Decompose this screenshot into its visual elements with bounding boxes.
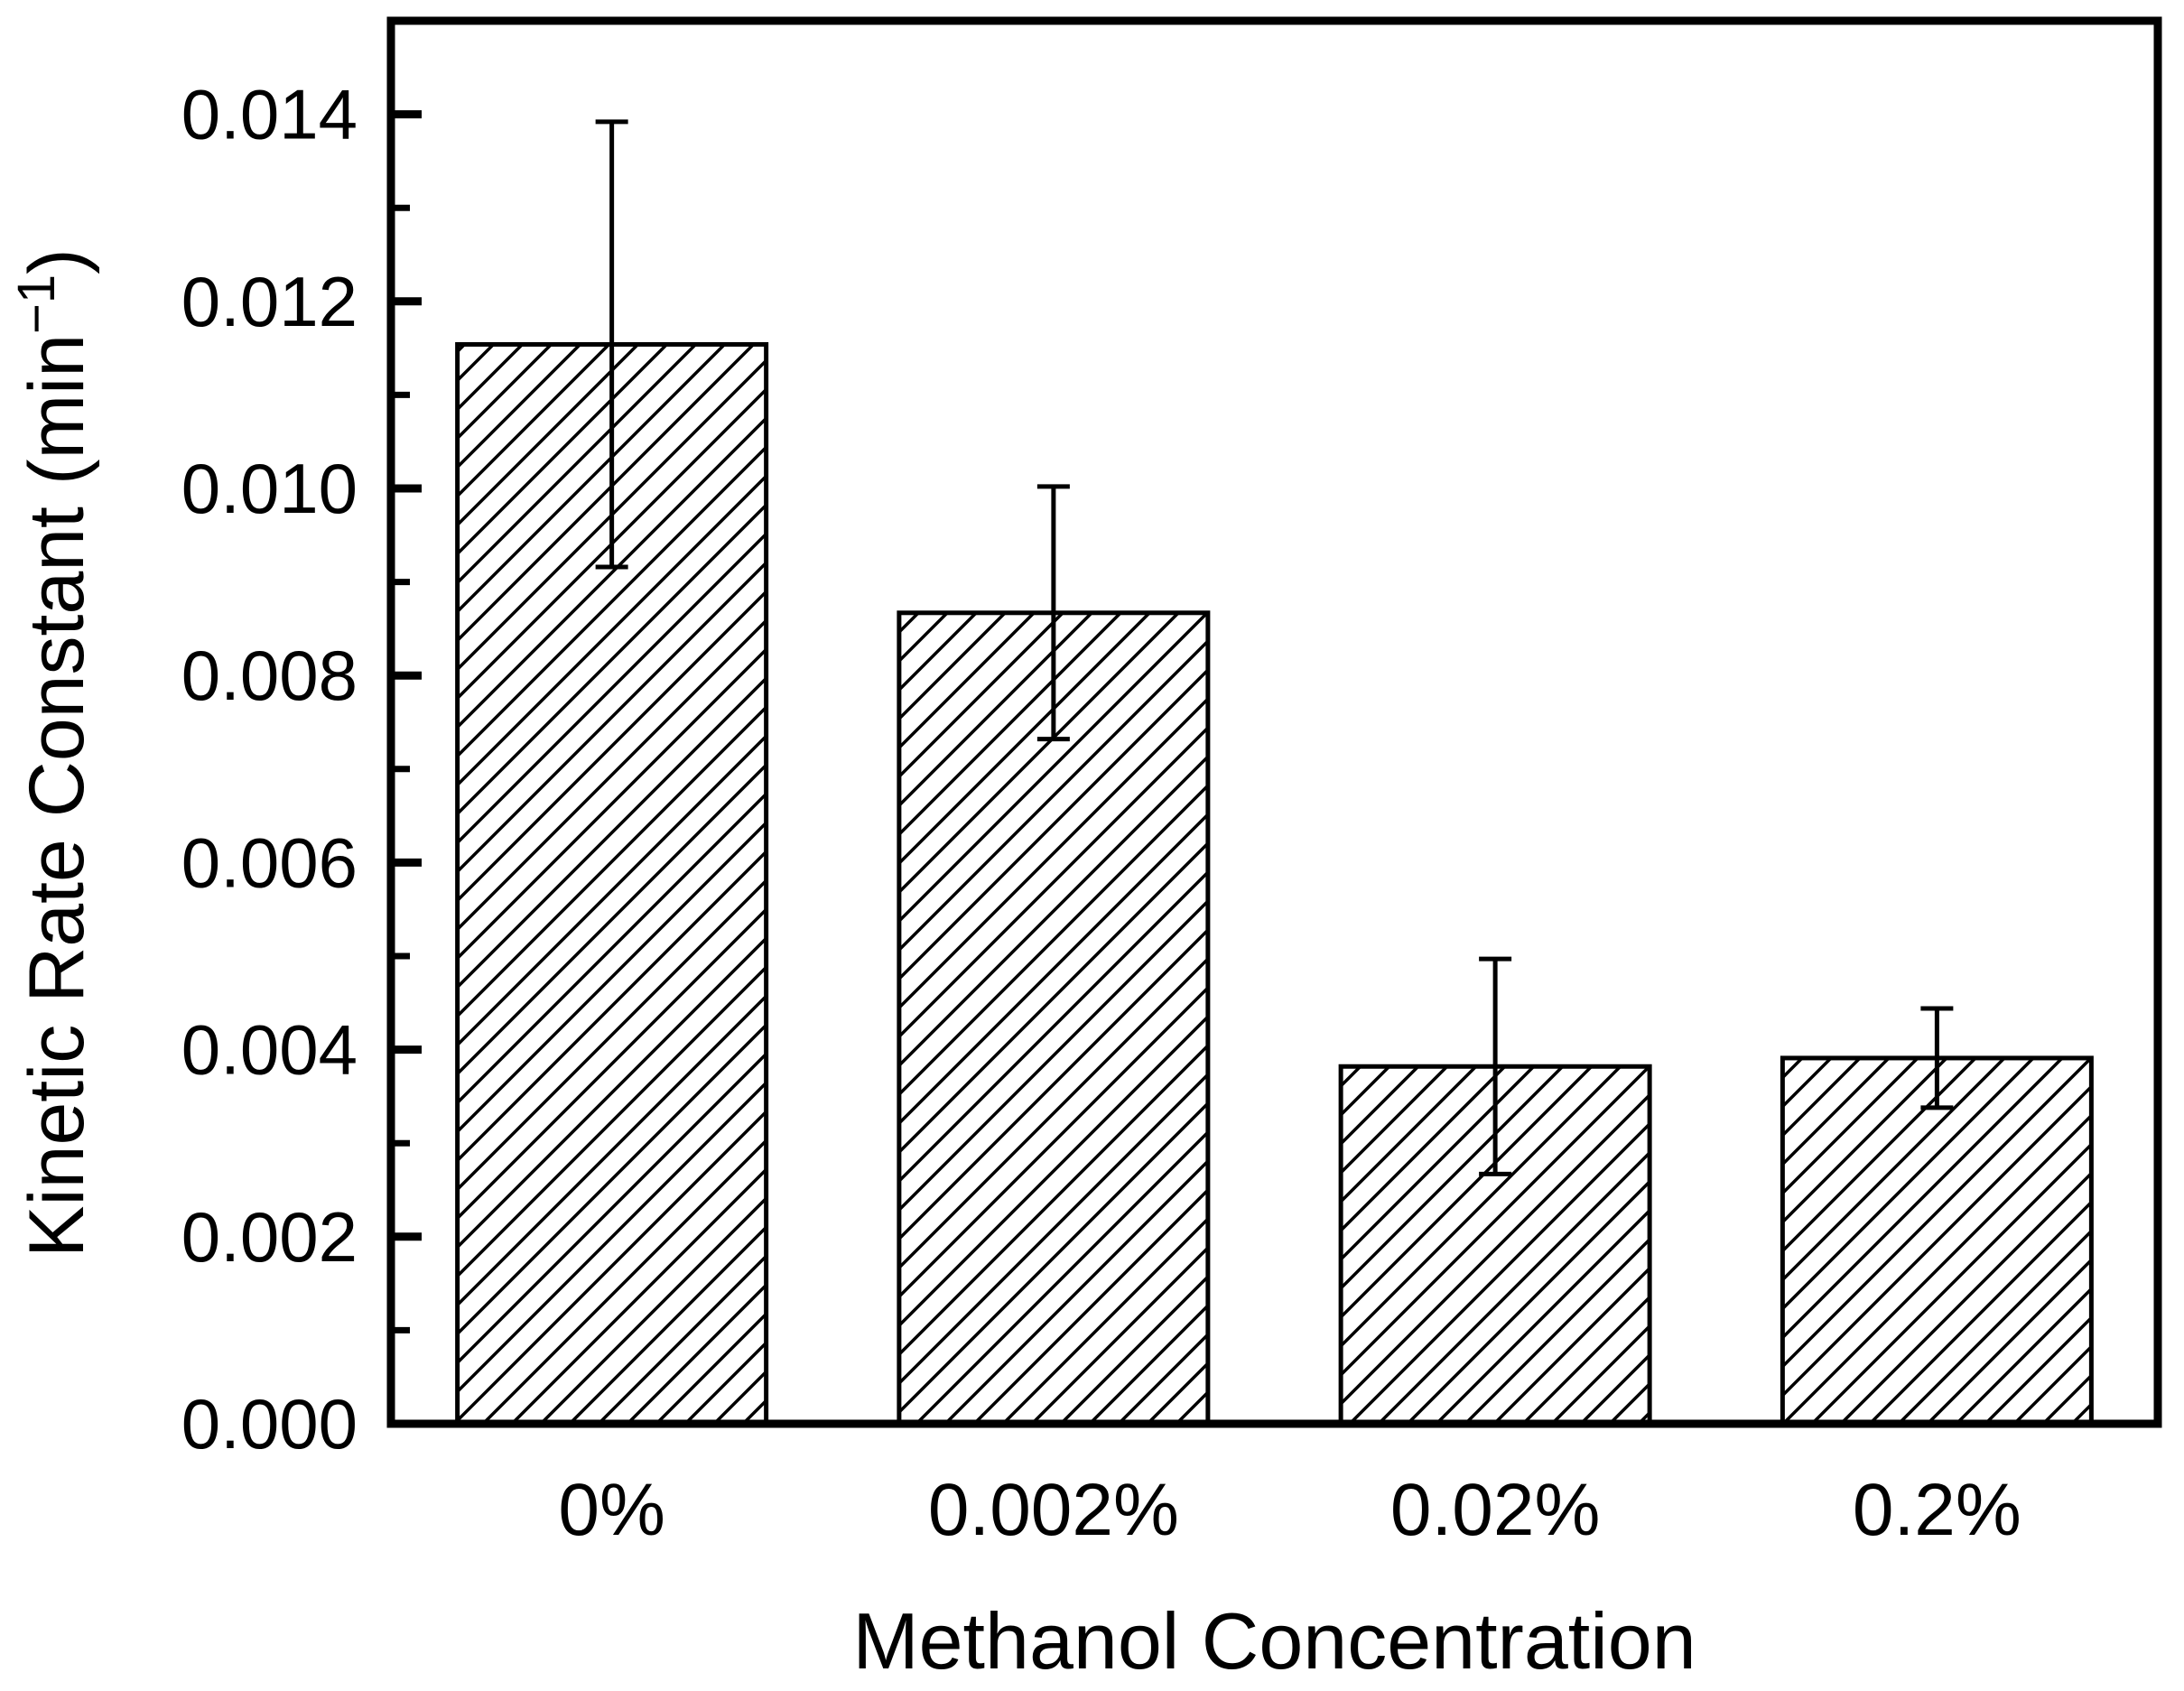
x-axis-title: Methanol Concentration bbox=[852, 1596, 1696, 1686]
x-tick-label: 0.2% bbox=[1853, 1469, 2021, 1551]
y-tick-label: 0.000 bbox=[181, 1384, 358, 1463]
y-tick-label: 0.008 bbox=[181, 636, 358, 715]
y-tick-label: 0.014 bbox=[181, 75, 358, 154]
error-bar-0.2% bbox=[1920, 1006, 1954, 1110]
plot-frame bbox=[386, 16, 2162, 1428]
y-tick-label: 0.002 bbox=[181, 1197, 358, 1277]
bar-0.2% bbox=[1780, 1055, 2094, 1426]
y-tick-label: 0.010 bbox=[181, 449, 358, 528]
y-tick-label: 0.004 bbox=[181, 1010, 358, 1090]
y-axis-title: Kinetic Rate Constant (min−1) bbox=[7, 248, 100, 1258]
y-tick-label: 0.006 bbox=[181, 822, 358, 902]
error-bar-0.002% bbox=[1036, 484, 1070, 742]
x-tick-label: 0% bbox=[558, 1469, 665, 1551]
error-bar-0% bbox=[595, 119, 628, 570]
y-tick-label: 0.012 bbox=[181, 262, 358, 341]
error-bar-0.02% bbox=[1479, 956, 1512, 1176]
x-tick-label: 0.002% bbox=[928, 1469, 1179, 1551]
x-tick-label: 0.02% bbox=[1390, 1469, 1601, 1551]
